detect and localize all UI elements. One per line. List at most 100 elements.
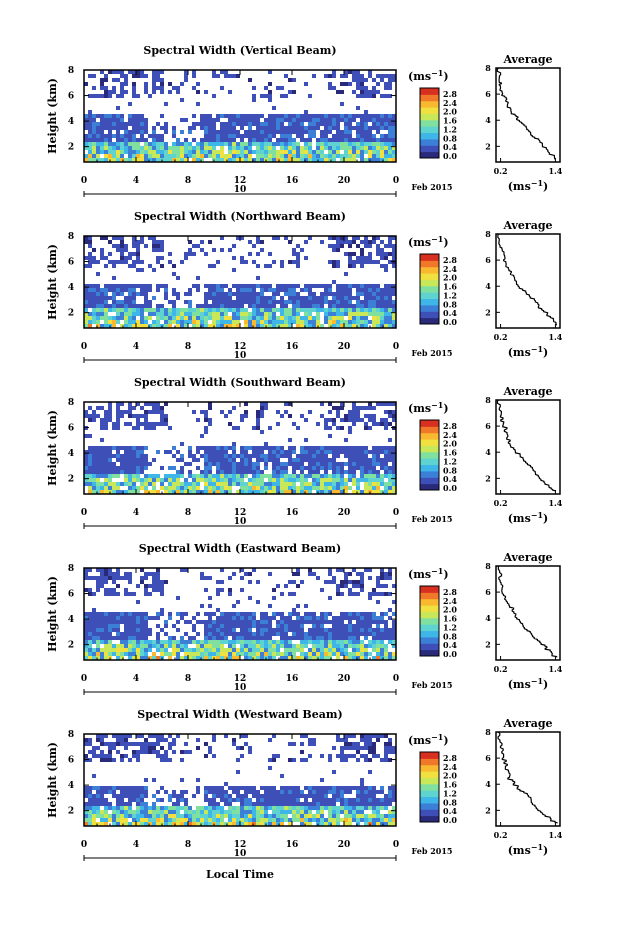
heat-cell [268, 118, 272, 122]
heat-cell [232, 118, 236, 122]
heat-cell [236, 652, 240, 656]
heat-cell [132, 612, 136, 616]
heat-cell [248, 640, 252, 644]
heat-cell [292, 78, 296, 82]
heat-cell [124, 478, 128, 482]
heat-cell [140, 482, 144, 486]
heat-cell [124, 628, 128, 632]
heat-cell [304, 490, 308, 494]
heat-cell [388, 632, 392, 636]
heat-cell [272, 794, 276, 798]
heat-cell [92, 256, 96, 260]
heat-cell [132, 312, 136, 316]
heat-cell [296, 806, 300, 810]
heat-cell [84, 154, 88, 158]
heat-cell [300, 822, 304, 826]
heat-cell [144, 636, 148, 640]
heat-cell [260, 470, 264, 474]
heat-cell [284, 636, 288, 640]
heat-cell [152, 402, 156, 406]
heat-cell [220, 652, 224, 656]
heat-cell [352, 454, 356, 458]
heat-cell [264, 652, 268, 656]
heat-cell [96, 154, 100, 158]
heat-cell [328, 478, 332, 482]
heat-cell [288, 486, 292, 490]
heat-cell [148, 146, 152, 150]
heat-cell [392, 244, 396, 248]
heat-cell [344, 482, 348, 486]
heat-cell [184, 478, 188, 482]
heat-cell [116, 810, 120, 814]
heat-cell [300, 628, 304, 632]
heat-cell [340, 466, 344, 470]
heat-cell [364, 292, 368, 296]
heat-cell [156, 814, 160, 818]
heat-cell [272, 656, 276, 660]
heat-cell [112, 308, 116, 312]
heat-cell [344, 446, 348, 450]
heat-cell [220, 122, 224, 126]
heat-cell [220, 142, 224, 146]
heat-cell [300, 150, 304, 154]
heat-cell [392, 130, 396, 134]
heat-cell [364, 426, 368, 430]
heat-cell [116, 300, 120, 304]
heat-cell [104, 304, 108, 308]
heat-cell [232, 612, 236, 616]
heat-cell [104, 126, 108, 130]
heat-cell [272, 652, 276, 656]
heat-cell [160, 78, 164, 82]
heat-cell [216, 636, 220, 640]
heat-cell [384, 146, 388, 150]
heat-cell [332, 134, 336, 138]
heat-cell [300, 130, 304, 134]
heat-cell [136, 798, 140, 802]
heat-cell [260, 158, 264, 162]
heat-cell [264, 288, 268, 292]
heat-cell [316, 316, 320, 320]
heat-cell [376, 652, 380, 656]
heat-cell [304, 822, 308, 826]
heat-cell [200, 814, 204, 818]
heat-cell [116, 446, 120, 450]
heat-cell [108, 446, 112, 450]
heat-cell [264, 86, 268, 90]
heat-cell [236, 790, 240, 794]
heat-cell [300, 134, 304, 138]
colorbar-unit-close: ) [443, 236, 448, 249]
heat-cell [244, 806, 248, 810]
heat-cell [344, 288, 348, 292]
heat-cell [208, 402, 212, 406]
heat-cell [168, 810, 172, 814]
heat-cell [300, 316, 304, 320]
heat-cell [104, 284, 108, 288]
heat-cell [288, 130, 292, 134]
heat-cell [204, 490, 208, 494]
heat-cell [388, 130, 392, 134]
heat-cell [264, 616, 268, 620]
heat-cell [272, 486, 276, 490]
heat-cell [200, 312, 204, 316]
heat-cell [228, 296, 232, 300]
heat-cell [156, 74, 160, 78]
heat-cell [240, 620, 244, 624]
heat-cell [276, 130, 280, 134]
heat-cell [324, 130, 328, 134]
heat-cell [384, 402, 388, 406]
heat-cell [280, 806, 284, 810]
heat-cell [176, 644, 180, 648]
heat-cell [188, 126, 192, 130]
heat-cell [392, 640, 396, 644]
heat-cell [116, 454, 120, 458]
heat-cell [364, 446, 368, 450]
heat-cell [112, 316, 116, 320]
heat-cell [260, 146, 264, 150]
heat-cell [308, 656, 312, 660]
heat-cell [88, 434, 92, 438]
heat-cell [116, 130, 120, 134]
heat-cell [352, 260, 356, 264]
heat-cell [200, 154, 204, 158]
avg-frame [495, 233, 561, 329]
heat-cell [252, 324, 256, 328]
